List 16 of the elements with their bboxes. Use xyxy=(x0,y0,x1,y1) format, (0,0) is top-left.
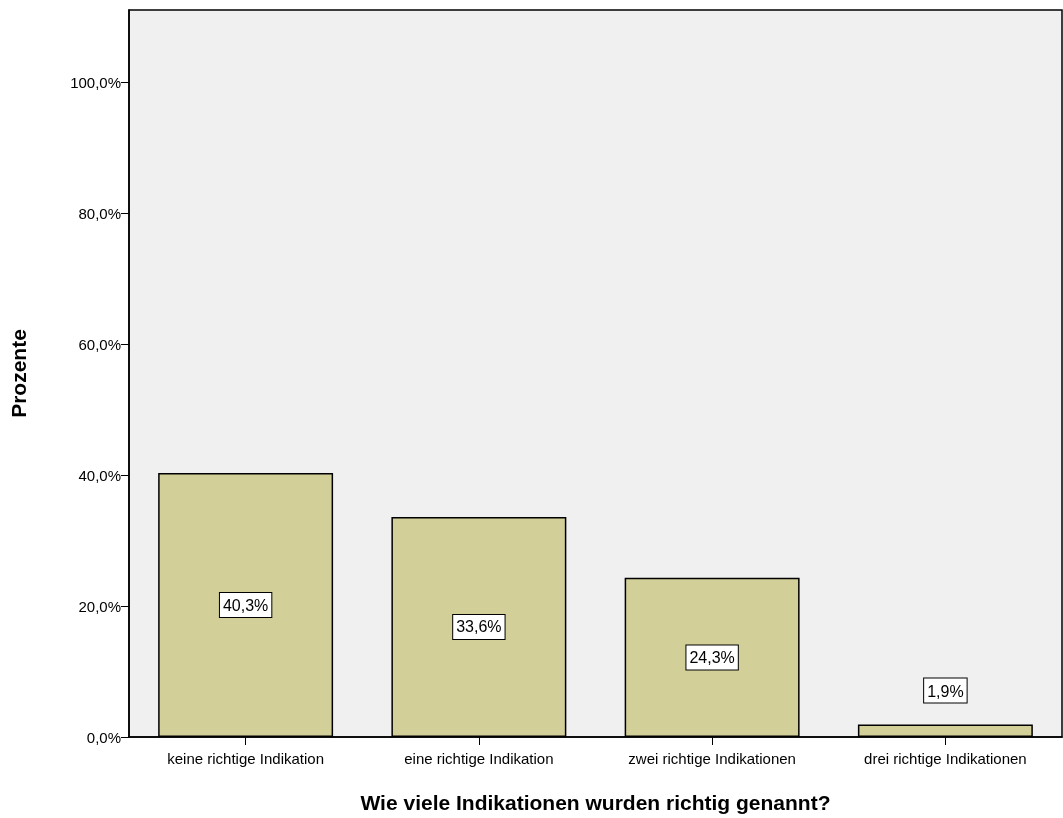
y-tick-label: 20,0% xyxy=(78,597,121,615)
data-label: 24,3% xyxy=(689,648,735,666)
data-label: 40,3% xyxy=(222,596,269,614)
y-tick-label: 60,0% xyxy=(78,335,121,353)
y-tick-label: 80,0% xyxy=(78,204,121,222)
y-tick-label: 0,0% xyxy=(86,728,121,746)
x-tick-label: zwei richtige Indikationen xyxy=(628,750,796,767)
x-tick-label: drei richtige Indikationen xyxy=(864,750,1027,767)
x-tick-label: keine richtige Indikation xyxy=(167,750,325,767)
y-tick-label: 100,0% xyxy=(70,73,121,91)
x-tick-label: eine richtige Indikation xyxy=(404,750,554,767)
data-label: 33,6% xyxy=(456,618,502,636)
y-tick-label: 40,0% xyxy=(78,466,121,484)
x-axis-title: Wie viele Indikationen wurden richtig genannt? xyxy=(360,791,831,814)
y-axis-title: Prozente xyxy=(7,329,30,418)
data-label: 1,9% xyxy=(927,683,964,701)
